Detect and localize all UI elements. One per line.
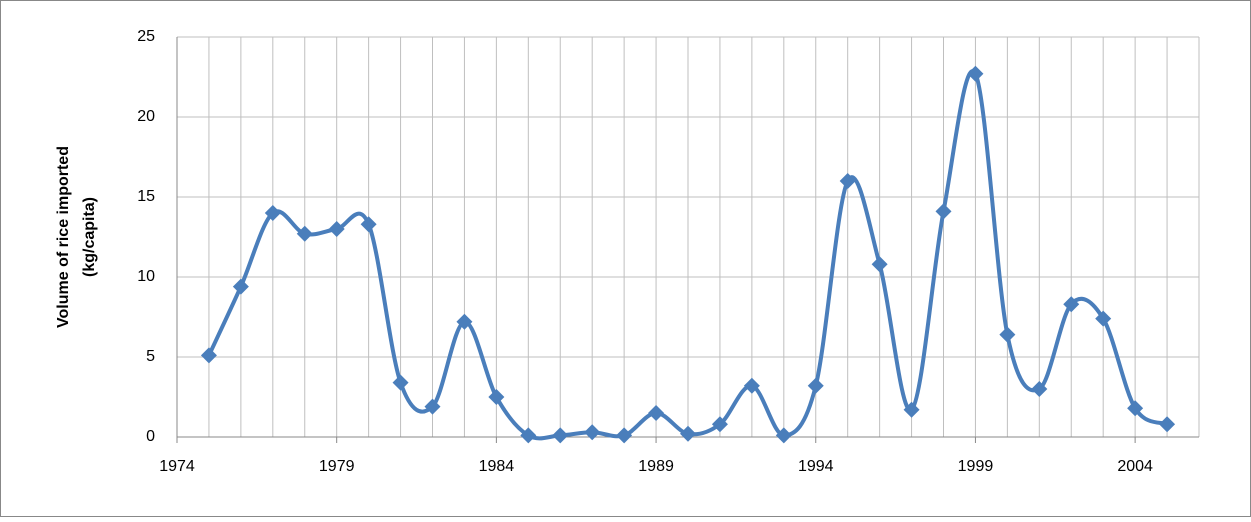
marker (1031, 381, 1048, 397)
marker (232, 278, 249, 295)
x-tick-label: 1984 (479, 458, 515, 475)
line (207, 69, 1168, 441)
marker (999, 326, 1016, 343)
x-tick-label: 1974 (159, 458, 195, 475)
marker (680, 425, 696, 442)
marker (488, 389, 505, 405)
marker (743, 377, 760, 394)
marker (456, 313, 473, 330)
x-tick-label: 1979 (319, 458, 355, 475)
marker (648, 405, 665, 421)
marker (711, 416, 728, 433)
marker (552, 427, 569, 444)
marker (200, 347, 217, 364)
marker (1095, 310, 1112, 327)
x-tick-label: 1989 (638, 458, 674, 475)
marker (584, 424, 601, 441)
x-tick-label: 2004 (1117, 458, 1153, 475)
marker (520, 427, 537, 444)
marker (392, 374, 409, 391)
x-tick-label: 1999 (958, 458, 994, 475)
y-tick-label: 5 (146, 348, 155, 365)
marker (903, 401, 920, 418)
marker (328, 221, 345, 237)
y-axis-label: (kg/capita) (81, 197, 98, 277)
marker (616, 427, 633, 444)
y-axis-label: Volume of rice imported (55, 146, 72, 328)
marker (1159, 416, 1176, 433)
marker (264, 205, 281, 221)
y-tick-label: 10 (137, 268, 155, 285)
marker (839, 173, 856, 189)
marker (871, 256, 888, 273)
marker (424, 398, 441, 415)
marker (296, 225, 313, 242)
y-tick-label: 20 (137, 108, 155, 125)
y-tick-label: 15 (137, 188, 155, 205)
x-tick-label: 1994 (798, 458, 834, 475)
marker (775, 427, 792, 444)
marker (807, 377, 824, 394)
marker (360, 216, 377, 233)
marker (1063, 296, 1080, 313)
y-tick-label: 0 (146, 428, 155, 445)
y-tick-label: 25 (137, 28, 155, 45)
marker (935, 203, 952, 220)
marker (967, 65, 984, 82)
marker (1127, 400, 1144, 417)
